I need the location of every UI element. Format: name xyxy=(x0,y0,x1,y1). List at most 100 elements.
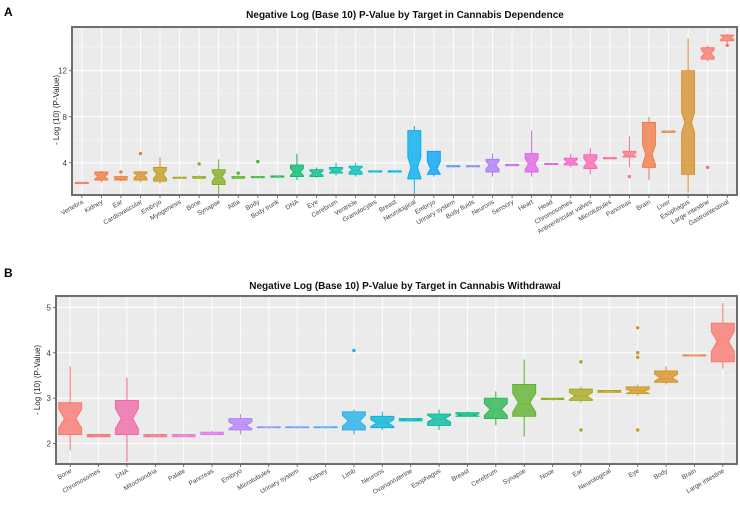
x-tick-label-vertebra: Vertebra xyxy=(60,198,85,217)
box-sensory xyxy=(505,163,520,167)
box-body xyxy=(654,366,679,385)
box-breast xyxy=(455,411,480,417)
box-antiventricular-valves xyxy=(583,147,598,175)
box-body xyxy=(427,413,452,426)
box-microtubules xyxy=(602,157,617,160)
x-tick-label-ear: Ear xyxy=(112,198,125,210)
box-kidney xyxy=(94,170,109,183)
box-ovarian-uterine xyxy=(398,418,423,422)
chart-title-a: Negative Log (Base 10) P-Value by Target… xyxy=(246,10,564,21)
box-brain xyxy=(642,116,656,181)
x-tick-label-attia: Attia xyxy=(226,198,241,211)
box-esophagus xyxy=(681,38,696,193)
outlier-point xyxy=(138,151,143,156)
x-tick-label-synapse: Synapse xyxy=(502,467,528,486)
x-tick-label-eye: Eye xyxy=(627,467,641,479)
box-embryo xyxy=(426,150,442,177)
x-tick-label-cerebrum: Cerebrum xyxy=(470,468,499,489)
box-palate xyxy=(171,434,196,438)
box-embryo xyxy=(153,157,167,184)
outlier-point xyxy=(119,170,123,174)
x-tick-label-dna: DNA xyxy=(285,198,301,211)
box-body xyxy=(568,388,593,401)
x-tick-label-pancreas: Pancreas xyxy=(188,467,216,487)
y-ticks-b: 2 3 4 5 xyxy=(47,303,56,449)
x-tick-label-heart: Heart xyxy=(517,199,534,213)
panel-label-b: B xyxy=(4,266,13,280)
x-tick-label-kidney: Kidney xyxy=(84,198,105,214)
box-embryo xyxy=(228,414,253,435)
x-tick-label-palate: Palate xyxy=(167,467,187,482)
y-tick-label: 4 xyxy=(47,349,52,358)
outlier-point xyxy=(635,351,640,355)
box-chromosomes xyxy=(563,153,578,168)
x-tick-label-neurological: Neurological xyxy=(578,467,613,491)
box-limb xyxy=(341,348,366,435)
x-tick-label-eye: Eye xyxy=(306,198,320,210)
box-large-intestine xyxy=(710,302,735,369)
box-head xyxy=(544,162,559,166)
x-tick-label-nose: Nose xyxy=(539,467,556,481)
outlier-point xyxy=(197,162,201,166)
boxes-b xyxy=(58,302,735,462)
box-pancreas xyxy=(200,430,225,436)
y-tick-label: 4 xyxy=(63,159,68,168)
outlier-point xyxy=(579,428,583,432)
plot-area-a xyxy=(71,26,738,196)
box-neurological xyxy=(407,125,422,194)
box-bone xyxy=(58,366,83,451)
box-gastrointestinal xyxy=(720,33,735,48)
box-cerebrum xyxy=(329,162,343,176)
box-microtubules xyxy=(256,426,281,429)
box-brain xyxy=(682,354,707,357)
outlier-point xyxy=(352,348,356,353)
x-tick-label-brain: Brain xyxy=(681,467,698,481)
outlier-point xyxy=(627,174,632,179)
box-eye xyxy=(625,326,650,432)
box-neurological xyxy=(597,389,622,393)
box-cerebrum xyxy=(483,391,508,426)
box-kidney xyxy=(313,426,338,429)
x-tick-label-body: Body xyxy=(653,467,670,481)
box-body-trunk xyxy=(270,175,285,178)
box-urinary-system xyxy=(285,426,310,429)
x-tick-label-embryo: Embryo xyxy=(221,467,244,484)
x-tick-label-kidney: Kidney xyxy=(308,467,329,483)
chart-panel-a: A Negative Log (Base 10) P-Value by Targ… xyxy=(4,5,738,235)
x-tick-label-sensory: Sensory xyxy=(491,198,516,216)
box-body xyxy=(642,122,656,168)
box-body xyxy=(710,322,735,363)
gridlines-b xyxy=(57,297,736,463)
x-tick-label-bone: Bone xyxy=(57,467,74,481)
x-tick-label-limb: Limb xyxy=(341,467,357,480)
box-body xyxy=(583,154,598,169)
y-tick-label: 12 xyxy=(58,67,67,76)
outlier-point xyxy=(635,326,640,330)
x-tick-label-esophagus: Esophagus xyxy=(410,467,442,490)
box-body xyxy=(228,418,253,431)
box-ear xyxy=(568,360,593,432)
box-dna xyxy=(289,153,304,181)
box-heart xyxy=(524,130,539,177)
box-dna xyxy=(114,377,139,462)
box-urinary-system xyxy=(446,165,461,168)
y-ticks-a: 4 8 12 xyxy=(58,67,72,168)
box-myogenesis xyxy=(172,176,187,179)
box-neurons xyxy=(485,153,500,177)
box-esophagus xyxy=(427,409,452,430)
outlier-point xyxy=(256,159,260,164)
panel-label-a: A xyxy=(4,5,13,19)
box-mitochondria xyxy=(143,434,168,438)
box-body xyxy=(512,384,537,417)
y-tick-label: 8 xyxy=(63,113,68,122)
box-chromosomes xyxy=(86,434,111,438)
x-tick-label-breast: Breast xyxy=(451,468,471,484)
y-tick-label: 5 xyxy=(47,303,52,312)
outlier-point xyxy=(635,428,640,432)
box-body xyxy=(114,399,139,435)
box-large-intestine xyxy=(700,45,715,170)
box-synapse xyxy=(211,159,226,195)
outlier-point xyxy=(635,355,640,359)
